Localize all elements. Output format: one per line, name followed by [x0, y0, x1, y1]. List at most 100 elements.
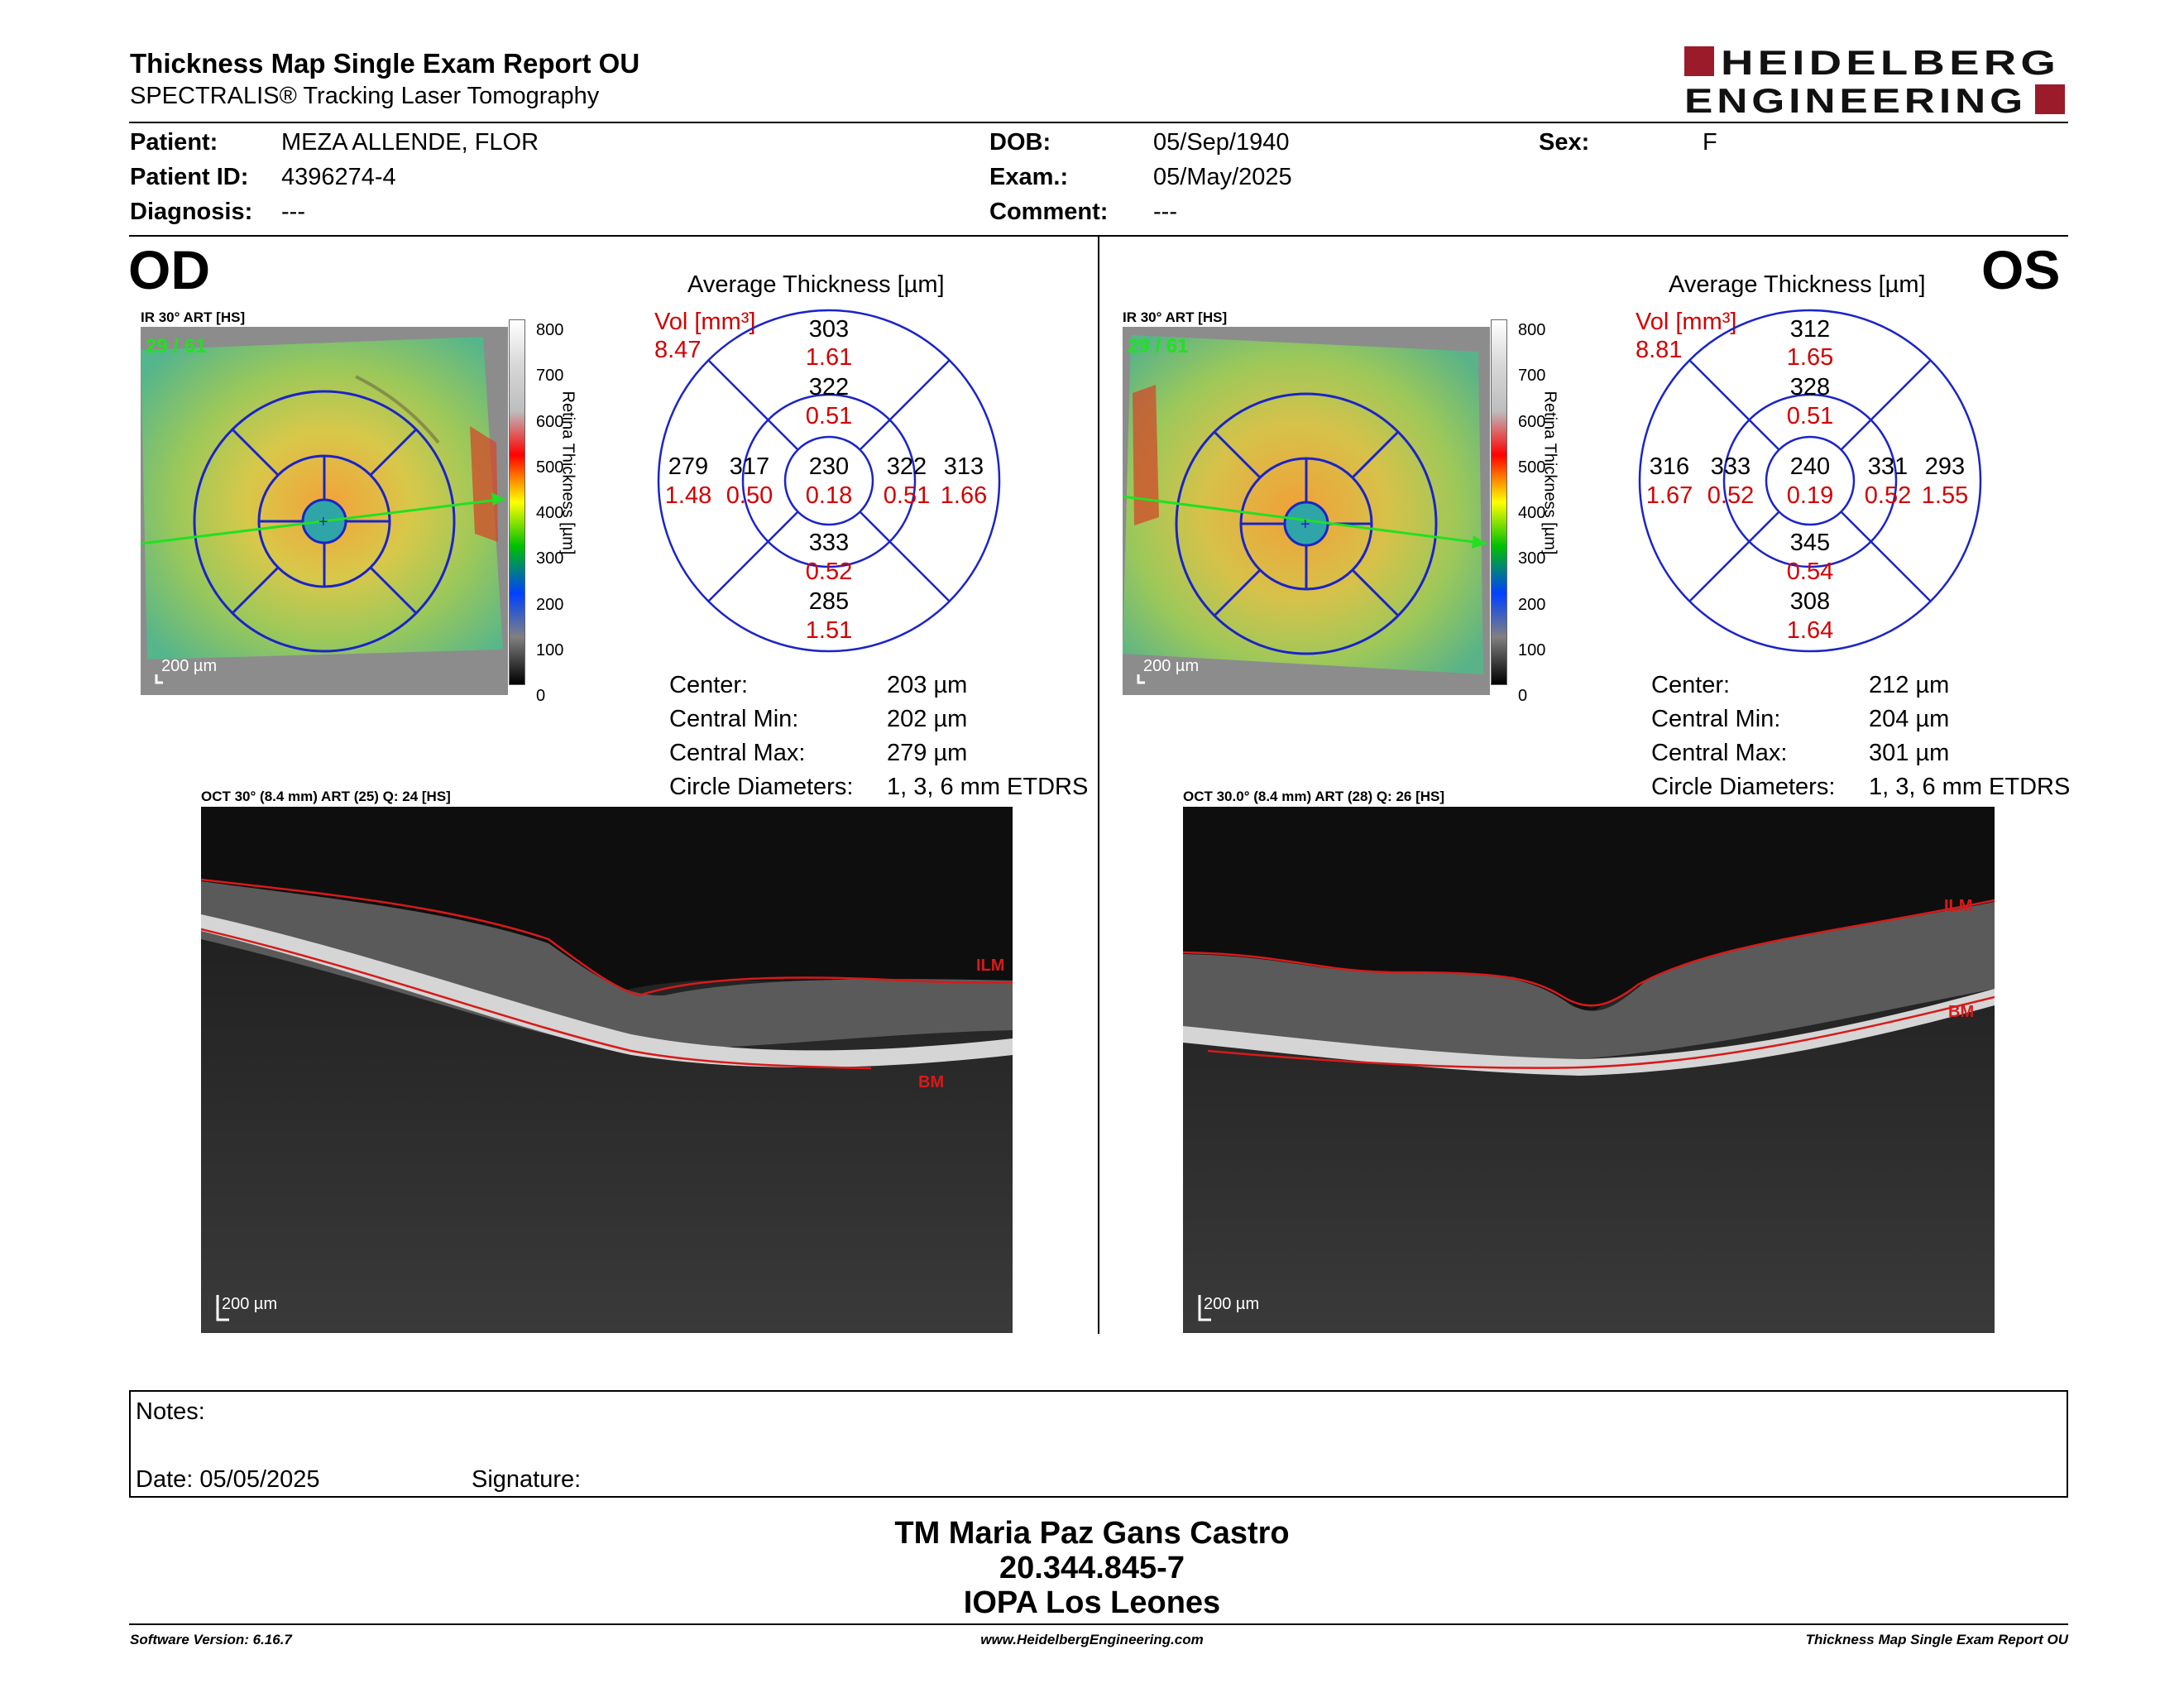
os-grid-title: Average Thickness [µm] — [1669, 271, 1926, 298]
sex: F — [1703, 129, 1717, 156]
od-tick-0: 0 — [536, 687, 546, 706]
comment-label: Comment: — [989, 199, 1109, 225]
logo-top-text: HEIDELBERG — [1721, 43, 2060, 82]
od-outer-temporal-vol: 1.48 — [664, 482, 712, 509]
od-inner-temporal: 317 — [729, 453, 770, 480]
os-ilm-label: ILM — [1944, 897, 1973, 915]
logo-bottom-text: ENGINEERING — [1684, 81, 2027, 117]
patient-id: 4396274-4 — [281, 164, 396, 190]
os-tick-200: 200 — [1518, 595, 1546, 614]
od-tick-300: 300 — [536, 549, 564, 568]
od-inner-nasal-vol: 0.51 — [883, 482, 931, 509]
os-outer-inferior-vol: 1.64 — [1786, 617, 1834, 644]
od-inner-superior-vol: 0.51 — [805, 403, 853, 429]
os-tick-600: 600 — [1518, 412, 1546, 431]
od-circle-label: Circle Diameters: — [669, 774, 854, 800]
os-center-label: Center: — [1651, 672, 1731, 698]
od-ir-scale: 200 µm — [161, 657, 218, 675]
od-tick-400: 400 — [536, 504, 564, 523]
od-outer-superior: 303 — [808, 316, 850, 343]
os-center: 240 — [1789, 453, 1831, 480]
patient-divider — [129, 235, 2068, 237]
os-inner-nasal-vol: 0.52 — [1864, 482, 1912, 509]
od-inner-superior: 322 — [808, 374, 850, 400]
od-circle-value: 1, 3, 6 mm ETDRS — [887, 774, 1089, 800]
sex-label: Sex: — [1539, 129, 1590, 156]
os-tick-300: 300 — [1518, 549, 1546, 568]
od-tick-200: 200 — [536, 595, 564, 614]
os-etdrs-grid — [1638, 309, 1982, 653]
os-inner-superior-vol: 0.51 — [1786, 403, 1834, 429]
os-ir-title: IR 30° ART [HS] — [1123, 309, 1228, 325]
os-min-value: 204 µm — [1869, 706, 1950, 732]
os-oct-scale: 200 µm — [1204, 1295, 1260, 1313]
os-min-label: Central Min: — [1651, 706, 1781, 732]
header-divider — [129, 122, 2068, 123]
os-outer-superior: 312 — [1789, 316, 1831, 343]
od-thickness-map: + — [141, 327, 508, 695]
notes-label: Notes: — [136, 1398, 205, 1425]
os-center-value: 212 µm — [1869, 672, 1950, 698]
footer-report-name: Thickness Map Single Exam Report OU — [1805, 1632, 2068, 1647]
od-etdrs-grid — [657, 309, 1001, 653]
os-colorbar — [1491, 319, 1507, 685]
svg-text:+: + — [318, 513, 328, 531]
od-center-vol: 0.18 — [805, 482, 853, 509]
os-inner-inferior: 345 — [1789, 530, 1831, 556]
os-outer-nasal: 293 — [1924, 453, 1966, 480]
os-inner-temporal: 333 — [1710, 453, 1751, 480]
os-tick-0: 0 — [1518, 687, 1528, 706]
os-vol-label: Vol [mm³] — [1636, 309, 1737, 335]
od-max-label: Central Max: — [669, 740, 806, 766]
od-outer-nasal-vol: 1.66 — [940, 482, 988, 509]
od-frame-count: 29 / 61 — [146, 335, 207, 357]
od-ilm-label: ILM — [976, 957, 1005, 975]
dob-label: DOB: — [989, 129, 1051, 156]
od-vol-value: 8.47 — [654, 337, 702, 363]
od-tick-500: 500 — [536, 458, 564, 477]
software-version: Software Version: 6.16.7 — [130, 1632, 292, 1647]
os-inner-superior: 328 — [1789, 374, 1831, 400]
os-tick-500: 500 — [1518, 458, 1546, 477]
od-inner-inferior: 333 — [808, 530, 850, 556]
os-bm-label: BM — [1948, 1003, 1975, 1021]
os-tick-700: 700 — [1518, 367, 1546, 386]
os-inner-temporal-vol: 0.52 — [1707, 482, 1755, 509]
exam-label: Exam.: — [989, 164, 1069, 190]
os-thickness-map: + — [1123, 327, 1490, 695]
os-circle-label: Circle Diameters: — [1651, 774, 1836, 800]
os-outer-inferior: 308 — [1789, 588, 1831, 615]
od-colorbar — [509, 319, 525, 685]
od-oct-title: OCT 30° (8.4 mm) ART (25) Q: 24 [HS] — [201, 789, 451, 804]
od-vol-label: Vol [mm³] — [654, 309, 756, 335]
od-outer-inferior-vol: 1.51 — [805, 617, 853, 644]
od-inner-temporal-vol: 0.50 — [726, 482, 774, 509]
od-inner-nasal: 322 — [886, 453, 927, 480]
od-colorbar-label: Retina Thickness [µm] — [558, 391, 577, 555]
website-link[interactable]: www.HeidelbergEngineering.com — [980, 1632, 1204, 1647]
comment: --- — [1153, 199, 1177, 225]
od-tick-600: 600 — [536, 412, 564, 431]
od-oct-bscan — [201, 807, 1013, 1333]
od-inner-inferior-vol: 0.52 — [805, 559, 853, 585]
os-oct-title: OCT 30.0° (8.4 mm) ART (28) Q: 26 [HS] — [1183, 789, 1445, 804]
od-tick-800: 800 — [536, 321, 564, 339]
od-ir-title: IR 30° ART [HS] — [141, 309, 246, 325]
od-outer-nasal: 313 — [943, 453, 984, 480]
od-outer-inferior: 285 — [808, 588, 850, 615]
os-circle-value: 1, 3, 6 mm ETDRS — [1869, 774, 2071, 800]
os-colorbar-label: Retina Thickness [µm] — [1540, 391, 1559, 555]
heidelberg-logo: HEIDELBERG ENGINEERING — [1684, 43, 2065, 117]
os-max-value: 301 µm — [1869, 740, 1950, 766]
center-divider — [1098, 237, 1099, 1334]
dob: 05/Sep/1940 — [1153, 129, 1290, 156]
od-center-value: 203 µm — [887, 672, 968, 698]
od-colorbar-ticks: 800 700 600 500 400 300 200 100 0 — [536, 308, 563, 720]
signatory-institution: IOPA Los Leones — [963, 1585, 1221, 1620]
notes-box[interactable] — [129, 1390, 2068, 1498]
notes-date: Date: 05/05/2025 — [136, 1466, 320, 1493]
os-center-vol: 0.19 — [1786, 482, 1834, 509]
os-eye-label: OS — [1981, 239, 2061, 300]
os-ir-scale: 200 µm — [1143, 657, 1200, 675]
os-max-label: Central Max: — [1651, 740, 1788, 766]
